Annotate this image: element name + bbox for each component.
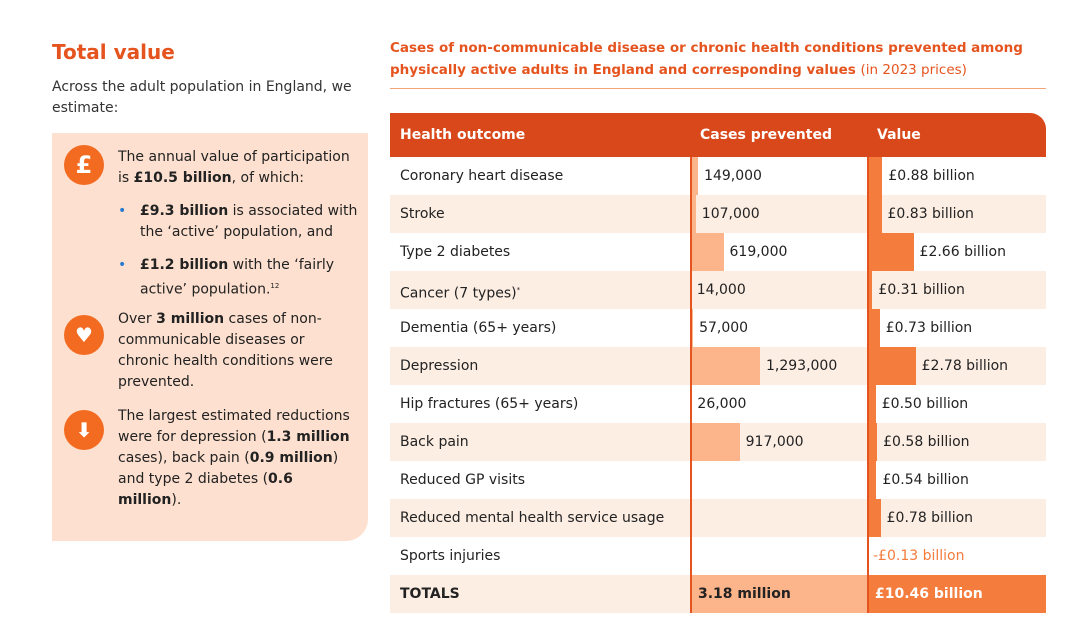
header-bg [390,113,1046,157]
value-label: £0.50 billion [881,396,969,412]
cases-label: 917,000 [745,434,804,450]
panel-box [52,133,368,541]
cases-label: 107,000 [701,206,760,222]
cases-text: Over 3 million cases of non-communicable… [118,311,333,390]
table-title: Cases of non-communicable disease or chr… [390,40,1023,78]
totals-value-bg [867,575,1046,613]
value-bar [867,195,882,233]
bullet: • [118,203,127,219]
row-bg [390,499,1046,537]
active: £9.3 billion is associated with the ‘act… [140,203,358,240]
outcome: Hip fractures (65+ years) [400,396,579,412]
bullet: • [118,257,127,273]
value-label: £0.83 billion [887,206,974,222]
value-label: £0.78 billion [886,510,974,526]
cases-bar [690,423,740,461]
value-label: £2.66 billion [919,244,1006,260]
cases-label: 149,000 [704,168,762,184]
column-line [690,157,692,613]
outcome: Coronary heart disease [400,168,564,184]
header-cell: Value [877,127,921,143]
down-icon: ⬇ [64,410,104,450]
value-bar [867,233,914,271]
value-label: £0.31 billion [878,282,965,298]
rule [390,88,1046,89]
value-label: £0.58 billion [883,434,970,450]
heart-icon: ♥ [64,315,104,355]
cases-label: 1,293,000 [766,358,838,374]
cases-label: 26,000 [697,396,747,412]
totals-label: TOTALS [400,586,460,602]
totals-cases-bg [690,575,867,613]
column-line [867,157,869,613]
outcome: Back pain [400,434,469,450]
intro: Across the adult population in England, … [52,79,352,116]
value-label: -£0.13 billion [873,548,965,564]
reductions: The largest estimated reductions were fo… [118,408,350,508]
row-bg [390,195,1046,233]
totals-cases: 3.18 million [698,586,791,602]
outcome: Type 2 diabetes [400,244,511,260]
outcome: Reduced GP visits [400,472,526,488]
value-label: £0.88 billion [888,168,975,184]
fairly: £1.2 billion with the ‘fairly active’ po… [140,257,335,298]
header-cell: Health outcome [400,127,526,143]
value-bar [867,309,880,347]
cases-label: 619,000 [729,244,788,260]
value-label: £0.73 billion [885,320,973,336]
row-bg [390,271,1046,309]
outcome: Reduced mental health service usage [400,510,665,526]
cases-bar [690,157,699,195]
note: * [516,286,521,294]
cases-label: 57,000 [699,320,749,336]
pound-icon: £ [64,145,104,185]
outcome: Dementia (65+ years) [400,320,557,336]
value-bar [867,385,876,423]
value-label: £0.54 billion [882,472,969,488]
outcome: Depression [400,358,479,374]
panel-title: Total value [52,40,175,64]
cases-label: 14,000 [696,282,746,298]
table: Health outcome Cases prevented Value Corona… [390,113,1046,613]
header-cell: Cases prevented [700,127,832,143]
outcome: Stroke [400,206,445,222]
participation: The annual value of participation is £10… [118,149,350,186]
value-bar [867,423,878,461]
value-bar [867,157,883,195]
cases-bar [690,195,696,233]
outcome: Cancer (7 types)* [400,285,521,302]
totals-value: £10.46 billion [875,586,983,602]
value-bar [867,271,873,309]
value-bar [867,347,916,385]
value-bar [867,461,877,499]
cases-bar [690,233,724,271]
outcome: Sports injuries [400,548,501,564]
cases-bar [690,309,694,347]
value-label: £2.78 billion [921,358,1009,374]
value-bar [867,499,881,537]
cases-bar [690,347,760,385]
